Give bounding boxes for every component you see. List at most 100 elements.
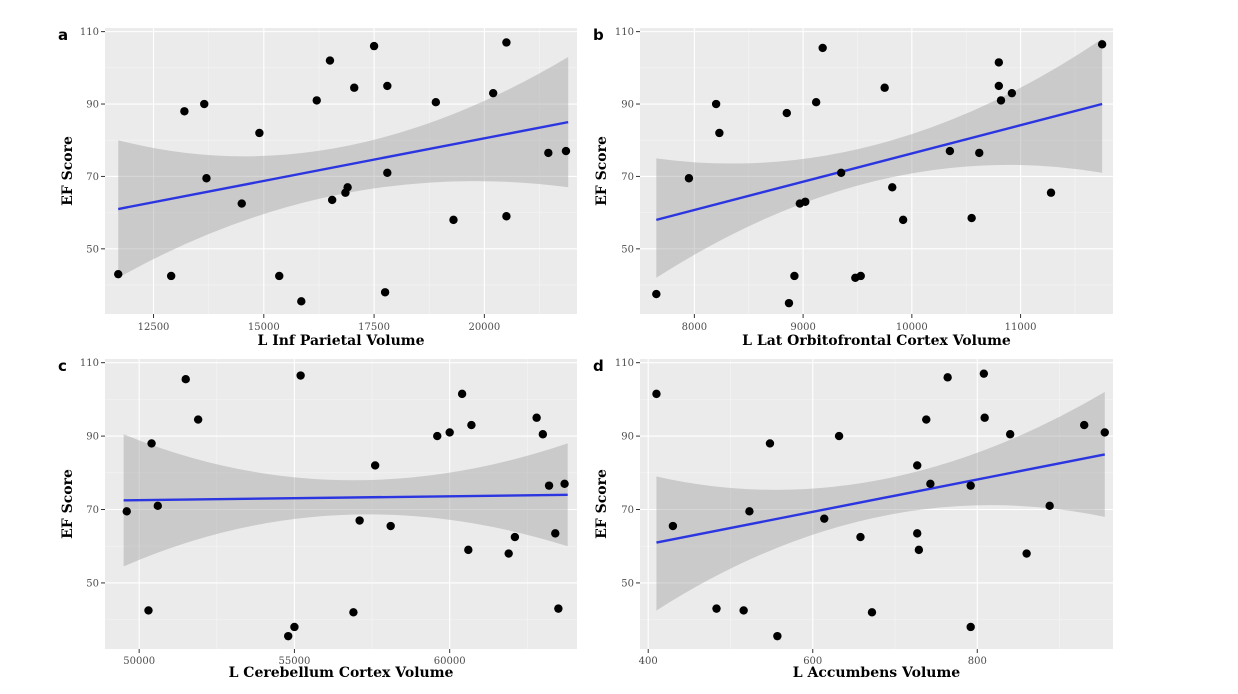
regression-line	[656, 453, 1106, 544]
data-point	[561, 146, 571, 156]
data-point	[836, 168, 846, 178]
y-tick-label: 110	[615, 358, 634, 369]
data-point	[914, 545, 924, 555]
data-point	[202, 174, 211, 183]
x-tick-label: 800	[968, 656, 987, 667]
data-point	[801, 197, 810, 206]
data-point	[715, 128, 724, 138]
y-tick-label: 110	[80, 27, 99, 38]
data-point	[966, 481, 975, 490]
data-point	[888, 183, 897, 192]
panel-a: a 50 70 90 110 12500 15000 17500 20000 L Inf Par…	[58, 26, 577, 349]
data-point	[979, 369, 989, 378]
data-point	[383, 81, 392, 91]
data-point	[880, 83, 889, 92]
data-point	[544, 481, 554, 490]
data-point	[467, 420, 476, 430]
x-tick-label: 60000	[434, 656, 466, 667]
plot-background	[105, 359, 577, 649]
x-tick-label: 17500	[358, 322, 390, 333]
data-point	[712, 604, 721, 613]
confidence-band	[656, 38, 1103, 278]
data-point	[811, 98, 821, 107]
data-point	[684, 174, 694, 183]
data-point	[790, 271, 799, 281]
data-point	[349, 608, 358, 617]
panel-d: d 50 70 90 110 400 600 800 L Accumbens Volume EF…	[593, 357, 1113, 681]
data-point	[544, 148, 553, 158]
data-point	[312, 96, 321, 105]
data-point	[296, 371, 305, 380]
data-point	[166, 271, 176, 281]
data-point	[502, 212, 511, 221]
y-tick-label: 110	[80, 358, 99, 369]
x-axis-title: L Inf Parietal Volume	[257, 333, 424, 349]
y-tick-label: 70	[621, 505, 634, 516]
data-point	[560, 479, 569, 489]
y-tick-label: 90	[86, 432, 99, 443]
data-point	[1022, 549, 1031, 558]
data-point	[383, 168, 392, 178]
data-point	[200, 99, 209, 109]
plot-background	[640, 28, 1113, 314]
data-point	[488, 88, 498, 98]
data-point	[856, 271, 865, 281]
data-point	[867, 608, 877, 617]
data-point	[980, 413, 989, 422]
data-point	[290, 622, 299, 632]
y-tick-label: 50	[86, 244, 99, 255]
data-point	[913, 529, 922, 538]
x-tick-label: 11000	[1005, 322, 1037, 333]
y-axis-title: EF Score	[60, 136, 76, 206]
confidence-band	[123, 434, 568, 567]
y-tick-label: 110	[615, 27, 634, 38]
x-tick-label: 9000	[790, 322, 815, 333]
data-point	[820, 514, 829, 523]
regression-line	[123, 493, 568, 502]
data-point	[275, 271, 284, 281]
x-tick-label: 55000	[279, 656, 311, 667]
data-point	[652, 289, 661, 299]
data-point	[975, 148, 984, 158]
y-tick-label: 70	[621, 172, 634, 183]
regression-line	[118, 120, 569, 211]
data-point	[122, 507, 131, 516]
y-tick-label: 90	[621, 432, 634, 443]
data-point	[386, 521, 395, 531]
data-point	[114, 269, 123, 279]
data-point	[502, 38, 511, 47]
data-point	[445, 428, 454, 437]
data-point	[739, 606, 748, 615]
data-point	[144, 606, 153, 615]
data-point	[449, 215, 458, 225]
y-tick-label: 50	[621, 244, 634, 255]
x-tick-label: 10000	[896, 322, 928, 333]
data-point	[945, 146, 955, 156]
y-tick-label: 70	[86, 505, 99, 516]
data-point	[1005, 430, 1015, 439]
confidence-band	[118, 56, 569, 278]
data-point	[994, 81, 1004, 91]
data-point	[913, 461, 922, 470]
data-point	[1046, 188, 1056, 197]
data-point	[967, 213, 976, 223]
plot-background	[640, 359, 1113, 649]
x-tick-label: 15000	[248, 322, 280, 333]
plot-background	[105, 28, 577, 314]
data-point	[147, 439, 156, 448]
data-point	[327, 195, 337, 205]
data-point	[237, 199, 246, 208]
y-axis-title: EF Score	[594, 469, 610, 539]
x-tick-label: 20000	[468, 322, 500, 333]
data-point	[1045, 501, 1054, 511]
data-point	[1080, 420, 1089, 430]
data-point	[538, 430, 548, 439]
panel-b-label: b	[593, 26, 604, 44]
data-point	[898, 215, 908, 225]
data-point	[504, 549, 513, 558]
data-point	[994, 58, 1004, 67]
data-point	[1100, 428, 1109, 437]
confidence-band	[656, 392, 1105, 611]
